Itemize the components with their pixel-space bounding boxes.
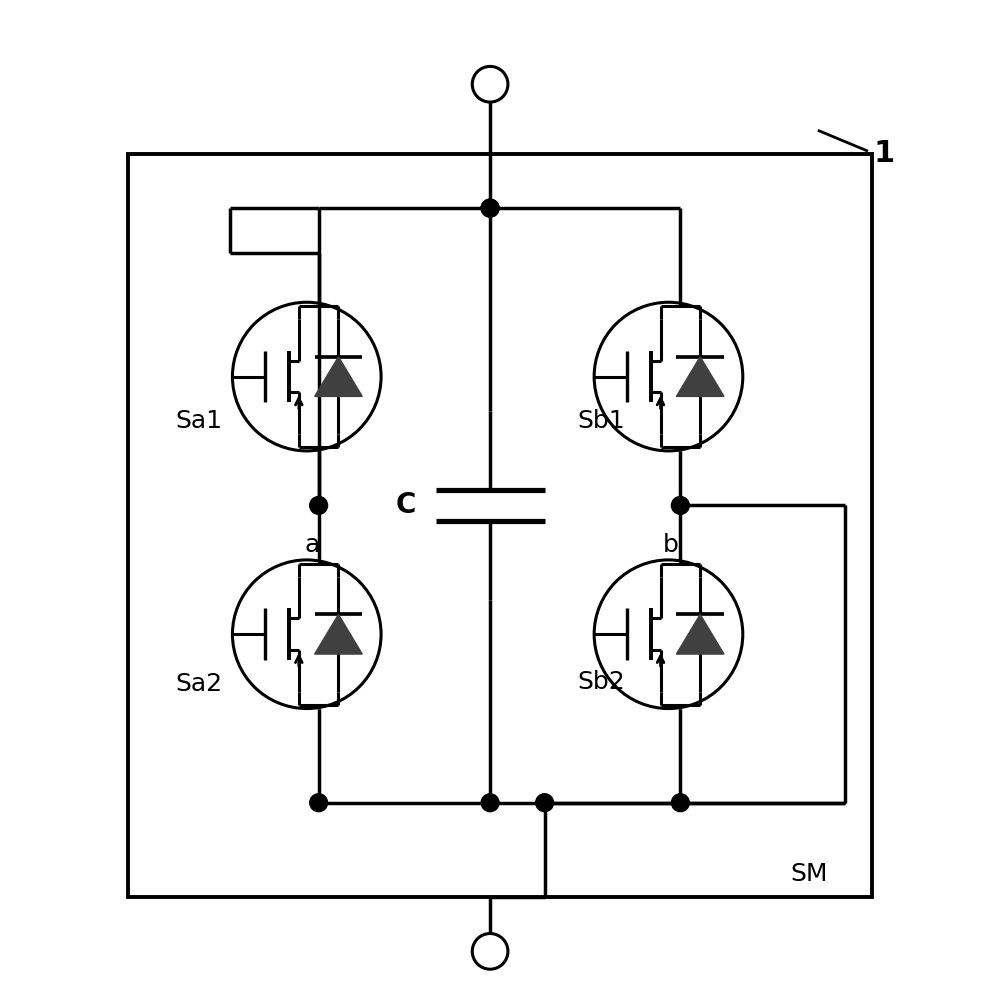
Text: C: C bbox=[395, 492, 416, 519]
Text: 1: 1 bbox=[874, 139, 895, 168]
Polygon shape bbox=[315, 614, 362, 654]
Circle shape bbox=[481, 794, 499, 812]
Text: Sb1: Sb1 bbox=[577, 409, 625, 433]
Circle shape bbox=[310, 794, 328, 812]
Polygon shape bbox=[315, 357, 362, 396]
Text: Sa1: Sa1 bbox=[175, 409, 222, 433]
Text: Sa2: Sa2 bbox=[175, 672, 222, 696]
Circle shape bbox=[481, 199, 499, 217]
Circle shape bbox=[671, 496, 689, 514]
Text: Sb2: Sb2 bbox=[577, 670, 625, 694]
Circle shape bbox=[671, 794, 689, 812]
Polygon shape bbox=[676, 357, 724, 396]
Circle shape bbox=[310, 496, 328, 514]
Text: SM: SM bbox=[790, 862, 828, 886]
Circle shape bbox=[536, 794, 554, 812]
Text: a: a bbox=[304, 533, 319, 557]
Polygon shape bbox=[676, 614, 724, 654]
Circle shape bbox=[481, 199, 499, 217]
Text: b: b bbox=[663, 533, 678, 557]
